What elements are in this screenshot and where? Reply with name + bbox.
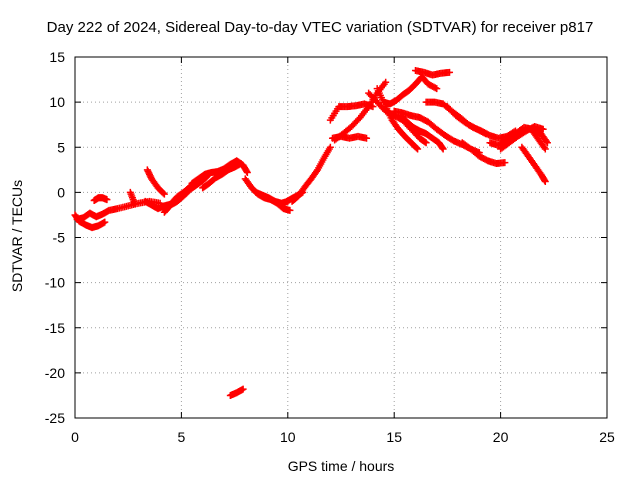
data-point	[422, 139, 430, 147]
data-point	[131, 199, 139, 207]
data-point	[243, 169, 251, 177]
data-series-arc-17	[328, 132, 371, 142]
data-series-arc-05	[143, 166, 168, 198]
data-series-arc-21	[397, 112, 447, 153]
y-tick-label: -5	[53, 230, 66, 246]
data-point	[286, 206, 294, 214]
data-point	[414, 145, 422, 153]
data-series-arc-13	[288, 143, 334, 205]
y-axis-label: SDTVAR / TECUs	[9, 179, 25, 293]
data-point	[101, 218, 109, 226]
y-tick-label: 10	[49, 94, 65, 110]
data-point	[540, 144, 548, 152]
data-point	[446, 68, 454, 76]
x-tick-label: 20	[493, 429, 509, 445]
y-tick-label: 5	[57, 139, 65, 155]
data-point	[413, 144, 421, 152]
x-tick-label: 15	[386, 429, 402, 445]
y-tick-label: -25	[45, 410, 65, 426]
data-point	[239, 385, 247, 393]
y-tick-label: -10	[45, 275, 65, 291]
data-series-arc-25	[443, 103, 519, 142]
data-point	[431, 84, 439, 92]
data-series-arc-30	[529, 127, 549, 153]
x-tick-label: 25	[599, 429, 615, 445]
data-point	[237, 159, 245, 167]
data-series-arc-20	[390, 107, 483, 157]
data-point	[160, 190, 168, 198]
data-point	[541, 145, 549, 153]
data-point	[159, 189, 167, 197]
x-tick-label: 10	[280, 429, 296, 445]
data-series-arc-19	[373, 73, 441, 108]
data-point	[421, 138, 429, 146]
data-point	[326, 143, 334, 151]
y-tick-label: -15	[45, 320, 65, 336]
data-point	[439, 145, 447, 153]
x-tick-label: 0	[71, 429, 79, 445]
data-series-arc-22	[382, 103, 422, 153]
y-tick-label: 15	[49, 49, 65, 65]
data-point	[433, 85, 441, 93]
data-point	[542, 137, 550, 145]
data-point	[363, 134, 371, 142]
x-tick-label: 5	[178, 429, 186, 445]
data-point	[541, 178, 549, 186]
data-point	[539, 125, 547, 133]
data-series-arc-03	[90, 194, 111, 204]
data-point	[103, 196, 111, 204]
data-series-arc-29	[518, 143, 549, 186]
y-tick-label: -20	[45, 365, 65, 381]
y-tick-label: 0	[57, 184, 65, 200]
data-point	[382, 78, 390, 86]
data-series-arc-09	[199, 159, 245, 192]
data-point	[543, 139, 551, 147]
x-axis-label: GPS time / hours	[287, 458, 395, 474]
data-series-arc-04	[126, 188, 139, 207]
data-series-arc-26	[458, 139, 509, 167]
data-point	[501, 159, 509, 167]
data-series-arc-23	[411, 67, 454, 79]
chart-title: Day 222 of 2024, Sidereal Day-to-day VTE…	[46, 19, 594, 36]
data-series-arc-14	[226, 385, 247, 399]
